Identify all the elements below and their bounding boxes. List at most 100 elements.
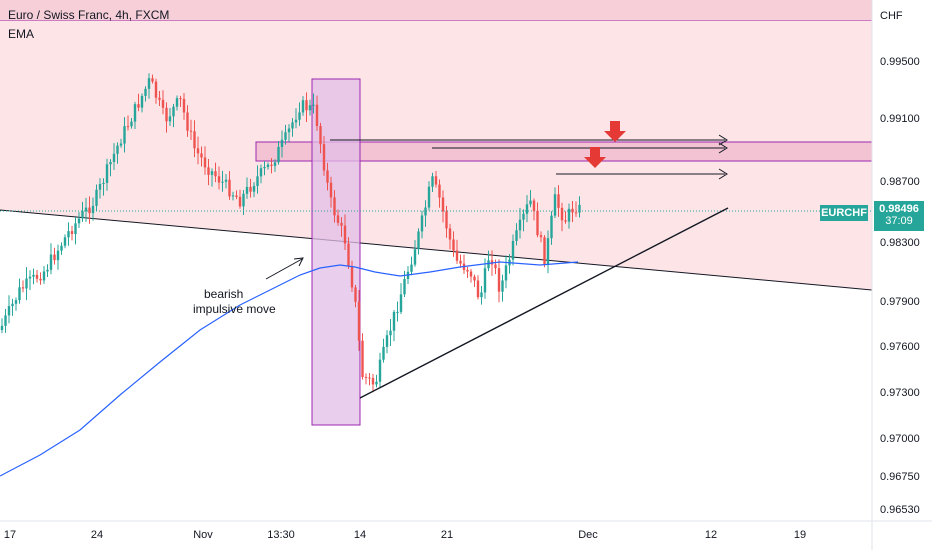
- y-tick-label: 0.97600: [880, 341, 920, 353]
- candle-body: [284, 132, 287, 140]
- candle-body: [445, 211, 448, 229]
- candle-body: [441, 197, 445, 212]
- candle-body: [567, 208, 571, 222]
- candle-body: [228, 179, 231, 197]
- candle-body: [560, 207, 564, 221]
- candle-body: [60, 245, 63, 251]
- candle-body: [522, 213, 525, 220]
- candle-body: [158, 97, 161, 100]
- candle-body: [434, 176, 438, 185]
- y-tick-label: 0.98300: [880, 237, 920, 249]
- candle-body: [396, 311, 399, 313]
- ray-1-arrowhead: [718, 134, 728, 146]
- candle-body: [287, 128, 291, 133]
- candle-body: [39, 278, 42, 281]
- bar-countdown: 37:09: [885, 215, 913, 227]
- candle-body: [98, 184, 102, 190]
- candle-body: [266, 164, 270, 168]
- candle-body: [193, 131, 196, 149]
- candle-body: [417, 231, 420, 250]
- candle-body: [473, 276, 476, 281]
- y-tick-label: 0.96530: [880, 504, 920, 516]
- candle-body: [119, 143, 123, 146]
- candle-body: [543, 237, 546, 265]
- candle-body: [420, 215, 424, 232]
- candle-body: [273, 162, 277, 166]
- candle-body: [480, 292, 483, 298]
- candle-body: [91, 205, 95, 214]
- candle-body: [518, 219, 522, 231]
- candle-body: [168, 116, 172, 122]
- candle-body: [133, 104, 137, 122]
- candle-body: [172, 106, 175, 117]
- candle-body: [200, 153, 203, 158]
- candle-body: [137, 104, 140, 108]
- candle-body: [235, 195, 238, 197]
- candle-body: [11, 303, 14, 307]
- x-axis-labels: 17 24 Nov 13:30 14 21 Dec 12 19: [4, 529, 806, 541]
- y-axis-labels: 0.99500 0.99100 0.98700 0.98300 0.97900 0.976…: [880, 56, 920, 516]
- candle-body: [7, 306, 11, 316]
- y-tick-label: 0.99100: [880, 113, 920, 125]
- candle-body: [196, 148, 200, 154]
- candle-body: [574, 212, 578, 214]
- candle-body: [46, 269, 49, 272]
- last-price-value: 0.98496: [879, 203, 919, 215]
- candle-body: [427, 186, 431, 208]
- y-tick-label: 0.97300: [880, 387, 920, 399]
- candles-group: [0, 73, 581, 393]
- annotation-line-1: bearish: [204, 287, 243, 301]
- x-tick-label: 21: [441, 529, 453, 541]
- candle-body: [105, 164, 109, 183]
- price-tag: EURCHF 0.98496 37:09: [820, 201, 932, 231]
- candle-body: [298, 112, 301, 120]
- impulse-box: [311, 78, 361, 426]
- candle-body: [326, 170, 329, 183]
- candle-body: [494, 264, 497, 269]
- candle-body: [154, 81, 158, 98]
- candle-body: [175, 98, 179, 107]
- candle-body: [536, 210, 539, 236]
- candle-body: [270, 164, 273, 166]
- candle-body: [63, 237, 67, 246]
- chart-title: Euro / Swiss Franc, 4h, FXCM: [8, 8, 170, 22]
- candle-body: [305, 100, 308, 111]
- candle-body: [399, 294, 403, 312]
- x-tick-label: 14: [354, 529, 366, 541]
- candle-body: [263, 167, 266, 169]
- candle-body: [102, 182, 105, 185]
- candle-body: [14, 300, 18, 304]
- candle-body: [385, 335, 389, 347]
- candle-body: [112, 153, 116, 162]
- candle-body: [294, 119, 298, 123]
- candle-body: [95, 189, 98, 206]
- candle-body: [336, 215, 340, 223]
- candle-body: [375, 381, 378, 385]
- candle-body: [515, 230, 518, 241]
- candle-body: [217, 176, 221, 183]
- candle-body: [186, 112, 189, 131]
- candle-body: [343, 225, 347, 244]
- candle-body: [18, 287, 21, 301]
- candle-body: [245, 186, 249, 194]
- candle-body: [189, 130, 193, 132]
- candle-body: [147, 78, 151, 89]
- candle-body: [459, 260, 462, 264]
- candle-body: [368, 377, 371, 379]
- candle-body: [151, 78, 154, 82]
- candle-body: [277, 146, 280, 163]
- candle-body: [413, 249, 417, 265]
- candle-body: [242, 193, 245, 207]
- candle-body: [35, 274, 39, 279]
- candle-body: [357, 301, 361, 341]
- candle-body: [487, 260, 490, 269]
- x-tick-label: 19: [794, 529, 806, 541]
- candle-body: [0, 325, 4, 330]
- candle-body: [165, 107, 168, 122]
- candle-body: [392, 312, 396, 331]
- indicator-label[interactable]: EMA: [8, 27, 35, 41]
- candle-body: [578, 204, 581, 213]
- candle-body: [557, 194, 560, 208]
